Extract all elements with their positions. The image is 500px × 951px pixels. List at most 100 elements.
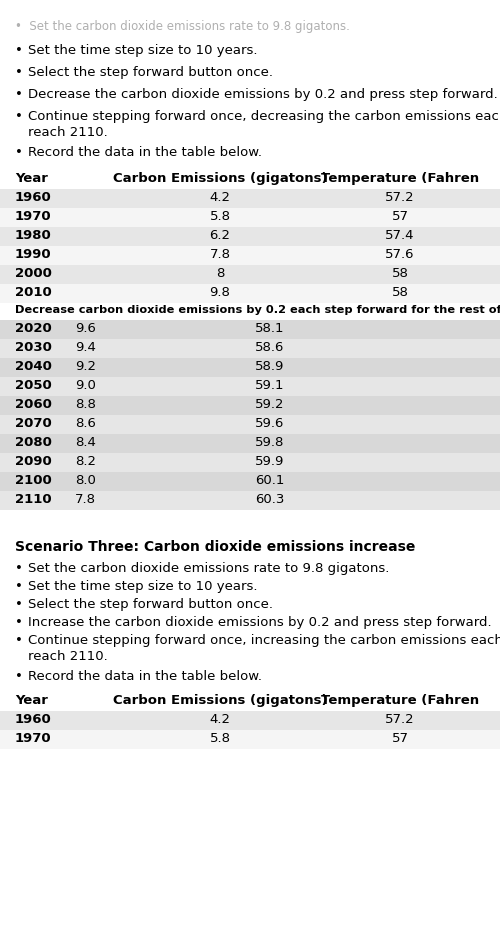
Text: •  Set the carbon dioxide emissions rate to 9.8 gigatons.: • Set the carbon dioxide emissions rate … [15,20,350,33]
Text: •: • [15,616,23,629]
Text: Set the time step size to 10 years.: Set the time step size to 10 years. [28,44,258,57]
Bar [0,396,500,415]
Text: 5.8: 5.8 [210,210,231,223]
Text: •: • [15,44,23,57]
Bar [0,208,500,227]
Bar [0,358,500,377]
Text: Increase the carbon dioxide emissions by 0.2 and press step forward.: Increase the carbon dioxide emissions by… [28,616,491,629]
Bar [0,472,500,491]
Text: 57.2: 57.2 [385,713,415,726]
Text: 60.3: 60.3 [255,493,284,506]
Text: Carbon Emissions (gigatons): Carbon Emissions (gigatons) [112,172,328,185]
Text: 4.2: 4.2 [210,713,231,726]
Bar [0,189,500,208]
Text: 2080: 2080 [15,436,52,449]
Text: Continue stepping forward once, increasing the carbon emissions each t: Continue stepping forward once, increasi… [28,634,500,647]
Text: 58: 58 [392,286,408,299]
Text: 1960: 1960 [15,713,52,726]
Text: 1990: 1990 [15,248,52,261]
Text: 2010: 2010 [15,286,52,299]
Text: •: • [15,598,23,611]
Bar [0,730,500,749]
Text: 5.8: 5.8 [210,732,231,745]
Text: Set the time step size to 10 years.: Set the time step size to 10 years. [28,580,258,593]
Text: Select the step forward button once.: Select the step forward button once. [28,66,273,79]
Text: 8.6: 8.6 [75,417,96,430]
Text: 1960: 1960 [15,191,52,204]
Text: •: • [15,88,23,101]
Text: Temperature (Fahren: Temperature (Fahren [321,694,479,707]
Text: 58: 58 [392,267,408,280]
Text: Scenario Three: Carbon dioxide emissions increase: Scenario Three: Carbon dioxide emissions… [15,540,415,554]
Text: 2060: 2060 [15,398,52,411]
Text: Set the carbon dioxide emissions rate to 9.8 gigatons.: Set the carbon dioxide emissions rate to… [28,562,390,575]
Text: 60.1: 60.1 [255,474,284,487]
Text: 2050: 2050 [15,379,52,392]
Text: •: • [15,146,23,159]
Text: 7.8: 7.8 [75,493,96,506]
Text: •: • [15,562,23,575]
Text: 1980: 1980 [15,229,52,242]
Text: 8.0: 8.0 [75,474,96,487]
Text: 58.6: 58.6 [255,341,284,354]
Text: Year: Year [15,172,48,185]
Bar [0,491,500,510]
Bar [0,415,500,434]
Bar [0,284,500,303]
Text: 57: 57 [392,210,408,223]
Text: 59.2: 59.2 [255,398,284,411]
Text: Record the data in the table below.: Record the data in the table below. [28,146,262,159]
Text: Decrease the carbon dioxide emissions by 0.2 and press step forward.: Decrease the carbon dioxide emissions by… [28,88,498,101]
Text: 59.6: 59.6 [255,417,284,430]
Text: •: • [15,634,23,647]
Text: Carbon Emissions (gigatons): Carbon Emissions (gigatons) [112,694,328,707]
Bar [0,227,500,246]
Text: 58.9: 58.9 [255,360,284,373]
Text: reach 2110.: reach 2110. [28,126,108,139]
Text: 9.0: 9.0 [75,379,96,392]
Text: 2070: 2070 [15,417,52,430]
Bar [0,711,500,730]
Text: •: • [15,66,23,79]
Text: 9.6: 9.6 [75,322,96,335]
Text: 8.4: 8.4 [75,436,96,449]
Text: 9.4: 9.4 [75,341,96,354]
Text: 2030: 2030 [15,341,52,354]
Text: 8.2: 8.2 [75,455,96,468]
Text: 58.1: 58.1 [255,322,284,335]
Text: 2090: 2090 [15,455,52,468]
Text: 2040: 2040 [15,360,52,373]
Text: reach 2110.: reach 2110. [28,650,108,663]
Text: 2110: 2110 [15,493,52,506]
Text: 57.2: 57.2 [385,191,415,204]
Text: 2100: 2100 [15,474,52,487]
Text: •: • [15,670,23,683]
Text: •: • [15,110,23,123]
Text: 57.4: 57.4 [385,229,415,242]
Bar [0,320,500,339]
Text: 8: 8 [216,267,224,280]
Text: •: • [15,580,23,593]
Text: 2000: 2000 [15,267,52,280]
Text: 9.8: 9.8 [210,286,231,299]
Text: 8.8: 8.8 [75,398,96,411]
Text: Record the data in the table below.: Record the data in the table below. [28,670,262,683]
Text: 59.8: 59.8 [255,436,284,449]
Text: Decrease carbon dioxide emissions by 0.2 each step forward for the rest of scena: Decrease carbon dioxide emissions by 0.2… [15,305,500,315]
Bar [0,265,500,284]
Text: 57.6: 57.6 [385,248,415,261]
Text: 7.8: 7.8 [210,248,231,261]
Text: 6.2: 6.2 [210,229,231,242]
Text: 59.1: 59.1 [255,379,284,392]
Text: Year: Year [15,694,48,707]
Text: Continue stepping forward once, decreasing the carbon emissions each: Continue stepping forward once, decreasi… [28,110,500,123]
Text: 57: 57 [392,732,408,745]
Text: Temperature (Fahren: Temperature (Fahren [321,172,479,185]
Bar [0,434,500,453]
Text: 1970: 1970 [15,210,52,223]
Text: 59.9: 59.9 [255,455,284,468]
Bar [0,377,500,396]
Text: 4.2: 4.2 [210,191,231,204]
Text: 2020: 2020 [15,322,52,335]
Bar [0,246,500,265]
